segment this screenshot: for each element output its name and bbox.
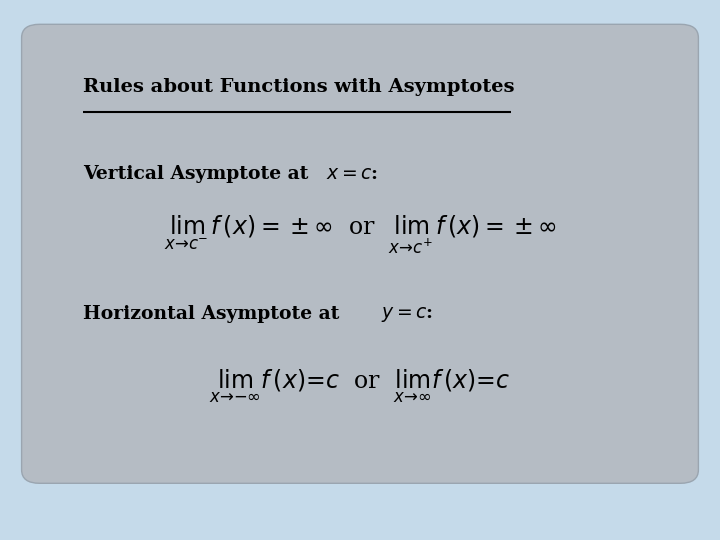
Text: $x = c$:: $x = c$: [326,165,378,183]
Text: Rules about Functions with Asymptotes: Rules about Functions with Asymptotes [83,78,514,96]
Text: Horizontal Asymptote at: Horizontal Asymptote at [83,305,346,323]
FancyBboxPatch shape [22,24,698,483]
Text: $y = c$:: $y = c$: [381,305,433,324]
Text: $\lim_{x \to -\infty} f\,(x)=c$  or  $\lim_{x \to \infty} f\,(x)=c$: $\lim_{x \to -\infty} f\,(x)=c$ or $\lim… [210,368,510,404]
Text: $\lim_{x \to c^{-}} f\,(x)=\pm\infty$  or  $\lim_{x \to c^{+}} f\,(x)=\pm\infty$: $\lim_{x \to c^{-}} f\,(x)=\pm\infty$ or… [163,214,557,256]
Text: Vertical Asymptote at: Vertical Asymptote at [83,165,315,183]
